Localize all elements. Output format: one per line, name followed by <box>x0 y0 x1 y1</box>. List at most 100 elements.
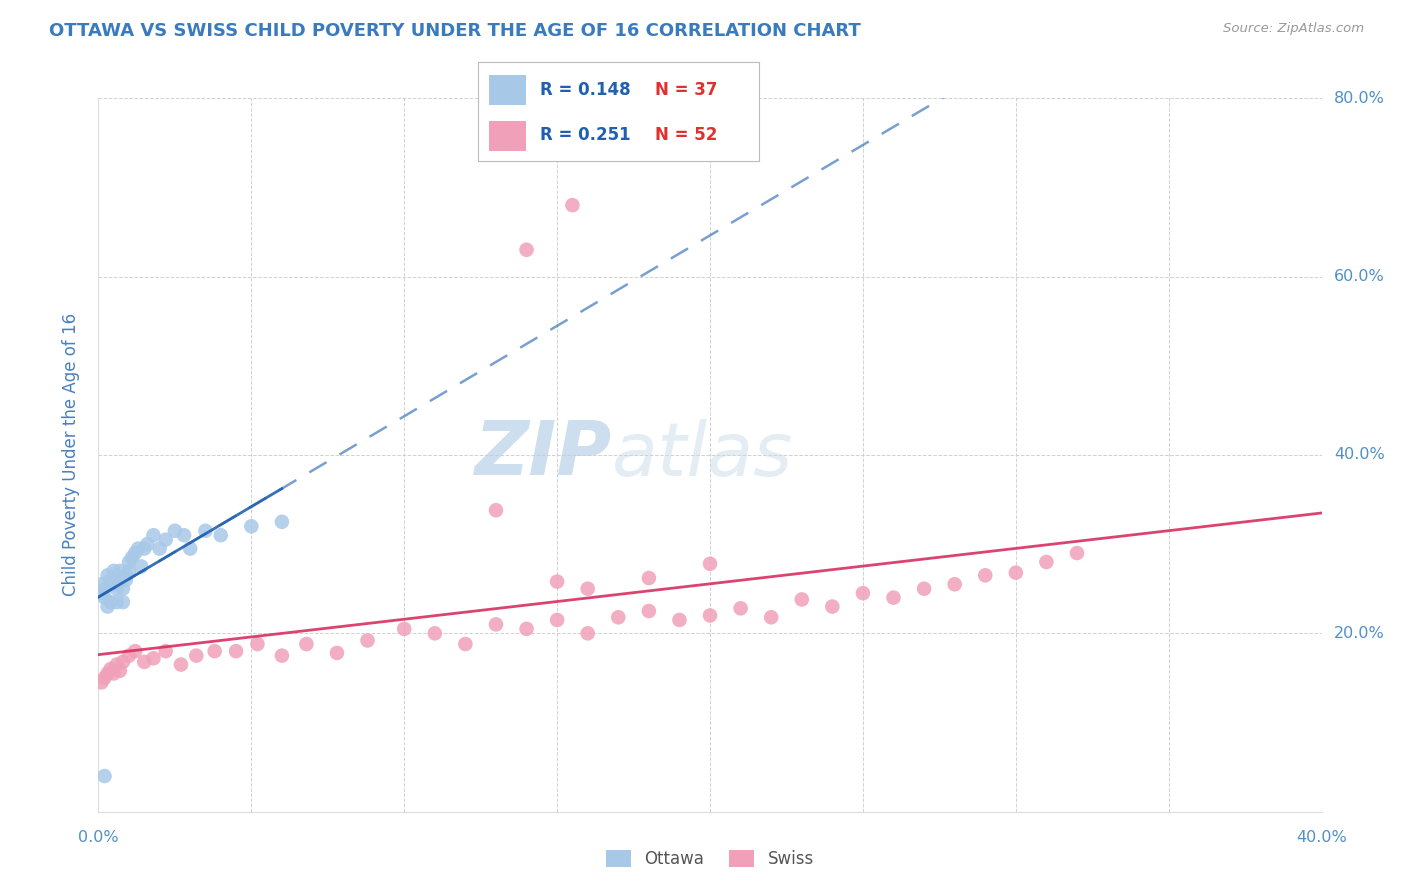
Point <box>111 595 134 609</box>
Text: R = 0.148: R = 0.148 <box>540 81 630 99</box>
Point <box>204 644 226 658</box>
Point <box>163 524 186 538</box>
Point <box>155 533 177 547</box>
Point <box>118 564 141 578</box>
Point <box>170 657 193 672</box>
Point <box>485 617 508 632</box>
Point <box>561 198 583 212</box>
Text: 0.0%: 0.0% <box>79 830 118 845</box>
Point <box>134 655 156 669</box>
Point <box>108 564 131 578</box>
Point <box>103 577 125 591</box>
Point <box>883 591 905 605</box>
Point <box>118 555 141 569</box>
Point <box>93 671 115 685</box>
Point <box>149 541 172 556</box>
Point <box>852 586 875 600</box>
Point <box>270 648 292 663</box>
Text: Source: ZipAtlas.com: Source: ZipAtlas.com <box>1223 22 1364 36</box>
Point <box>105 582 128 596</box>
Point <box>118 648 141 663</box>
Point <box>136 537 159 551</box>
Text: 40.0%: 40.0% <box>1334 448 1385 462</box>
Bar <box>489 75 526 104</box>
Point <box>821 599 844 614</box>
Point <box>134 541 156 556</box>
Point <box>699 608 721 623</box>
Point <box>100 595 122 609</box>
Point <box>1004 566 1026 580</box>
Point <box>124 546 146 560</box>
Point <box>485 503 508 517</box>
Point <box>93 582 115 596</box>
Point <box>121 550 143 565</box>
Text: ZIP: ZIP <box>475 418 612 491</box>
Point <box>194 524 217 538</box>
Point <box>100 573 122 587</box>
Point <box>124 644 146 658</box>
Point <box>270 515 292 529</box>
Text: 60.0%: 60.0% <box>1334 269 1385 284</box>
Point <box>295 637 318 651</box>
Point <box>240 519 263 533</box>
Point <box>90 586 112 600</box>
Point <box>90 675 112 690</box>
Point <box>155 644 177 658</box>
Point <box>108 573 131 587</box>
Point <box>454 637 477 651</box>
Point <box>943 577 966 591</box>
Point <box>974 568 997 582</box>
Point <box>546 613 568 627</box>
Point <box>179 541 201 556</box>
Point <box>668 613 690 627</box>
Text: atlas: atlas <box>612 419 793 491</box>
Point <box>607 610 630 624</box>
Point <box>759 610 782 624</box>
Point <box>637 604 661 618</box>
Point <box>115 568 138 582</box>
Point <box>97 666 120 681</box>
Point <box>93 591 115 605</box>
Point <box>97 568 120 582</box>
Point <box>576 626 599 640</box>
Point <box>637 571 661 585</box>
Y-axis label: Child Poverty Under the Age of 16: Child Poverty Under the Age of 16 <box>62 313 80 597</box>
Point <box>127 541 149 556</box>
Point <box>392 622 416 636</box>
Point <box>699 557 721 571</box>
Point <box>1035 555 1057 569</box>
Point <box>912 582 935 596</box>
Point <box>105 595 128 609</box>
Point <box>423 626 446 640</box>
Point <box>142 651 165 665</box>
Point <box>115 573 138 587</box>
Point <box>97 599 120 614</box>
Point <box>103 666 125 681</box>
Point <box>225 644 247 658</box>
Point <box>326 646 349 660</box>
Text: N = 37: N = 37 <box>655 81 717 99</box>
Point <box>209 528 232 542</box>
Point <box>103 564 125 578</box>
Legend: Ottawa, Swiss: Ottawa, Swiss <box>599 843 821 875</box>
Point <box>105 657 128 672</box>
Point <box>90 577 112 591</box>
Point <box>93 769 115 783</box>
Text: 40.0%: 40.0% <box>1296 830 1347 845</box>
Point <box>790 592 813 607</box>
Point <box>186 648 208 663</box>
Point <box>516 622 538 636</box>
Point <box>546 574 568 589</box>
Point <box>730 601 752 615</box>
Point <box>111 655 134 669</box>
Point <box>356 633 378 648</box>
Point <box>142 528 165 542</box>
Point <box>516 243 538 257</box>
Text: R = 0.251: R = 0.251 <box>540 126 630 144</box>
Point <box>100 662 122 676</box>
Point <box>1066 546 1088 560</box>
Point <box>108 664 131 678</box>
Point <box>129 559 152 574</box>
Point <box>173 528 195 542</box>
Point <box>111 582 134 596</box>
